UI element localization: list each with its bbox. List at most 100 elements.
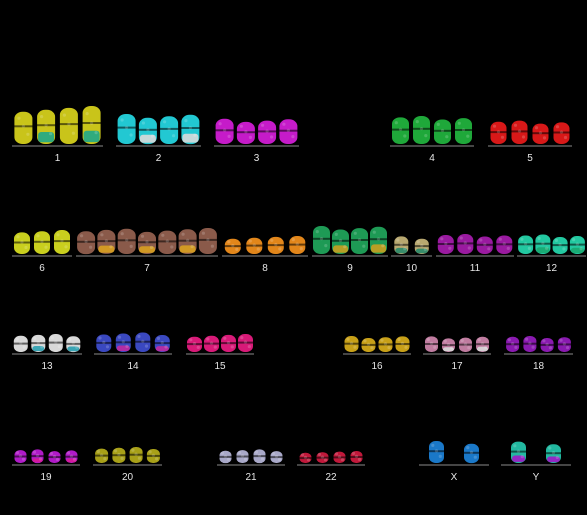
chromosome-texture (64, 245, 68, 249)
chromosome-texture (254, 450, 259, 454)
chromosome-texture (235, 247, 239, 251)
chromosome-texture (380, 338, 384, 342)
chromosome-texture (524, 242, 528, 246)
chromosome-texture (300, 453, 305, 457)
chromosome-band (139, 246, 155, 253)
chromosome-texture (492, 124, 497, 128)
chromosome-texture (218, 122, 222, 126)
chromosome-group-8: 8 (222, 236, 308, 274)
chromosome (14, 111, 33, 144)
centromere-mark (377, 343, 394, 346)
chromosome-texture (531, 345, 535, 349)
chromosome-texture (498, 237, 502, 241)
chromosome-texture (223, 454, 228, 458)
centromere-mark (456, 242, 475, 245)
chromosome-texture (161, 233, 165, 237)
chromosome-texture (100, 453, 104, 457)
chromosome-texture (507, 338, 511, 342)
centromere-mark (510, 450, 527, 453)
chromosome-texture (346, 337, 350, 341)
chromosome-texture (117, 335, 122, 339)
chromosome-texture (226, 341, 231, 345)
chromosome-texture (429, 341, 434, 345)
centromere-mark (13, 125, 34, 128)
centromere-mark (180, 127, 201, 129)
centromere-mark (441, 344, 456, 347)
chromosome-label: Y (533, 472, 540, 483)
chromosome-texture (562, 342, 567, 346)
chromosome-texture (145, 240, 149, 244)
chromosome-texture (192, 342, 197, 346)
chromosome-texture (370, 346, 374, 350)
chromosome-texture (349, 341, 354, 345)
chromosome-texture (239, 124, 243, 128)
centromere-mark (76, 240, 97, 243)
chromosome-texture (514, 345, 518, 349)
centromere-mark (266, 244, 285, 247)
chromosome-texture (278, 247, 282, 251)
centromere-mark (343, 342, 360, 345)
chromosome-texture (44, 123, 48, 127)
chromosome-texture (516, 449, 521, 453)
chromosome-texture (559, 338, 563, 342)
chromosome-texture (196, 345, 200, 349)
chromosome-texture (257, 453, 262, 458)
chromosome-texture (545, 342, 549, 346)
centromere-mark (13, 455, 28, 458)
chromosome-texture (172, 134, 176, 138)
chromosome (117, 114, 136, 144)
chromosome-texture (40, 115, 44, 119)
chromosome-texture (362, 244, 366, 248)
chromosome-texture (461, 128, 466, 132)
chromosome-band (66, 458, 77, 463)
chromosome-texture (542, 136, 547, 140)
chromosome-texture (17, 116, 21, 120)
centromere-mark (157, 240, 178, 243)
chromosome-texture (94, 131, 98, 135)
chromosome-texture (415, 120, 419, 124)
chromosome-texture (483, 242, 487, 246)
centromere-mark (545, 452, 562, 455)
chromosome-texture (477, 338, 481, 342)
centromere-mark (137, 128, 158, 131)
chromosome-band (443, 347, 454, 352)
chromosome-texture (55, 457, 60, 461)
chromosome-texture (555, 125, 560, 129)
centromere-mark (116, 239, 137, 242)
chromosome-texture (282, 122, 286, 126)
chromosome-texture (35, 453, 40, 458)
chromosome-texture (534, 126, 539, 130)
chromosome-texture (71, 131, 75, 135)
chromosome-texture (438, 454, 442, 458)
chromosome-texture (487, 247, 491, 251)
chromosome-group-22: 22 (297, 451, 365, 483)
chromosome-group-19: 19 (12, 449, 80, 483)
chromosome (160, 116, 179, 144)
chromosome-band (182, 133, 199, 143)
centromere-mark (30, 342, 47, 345)
chromosome (413, 116, 430, 144)
chromosome-texture (520, 455, 524, 459)
chromosome-texture (125, 344, 129, 348)
chromosome-texture (223, 128, 227, 132)
chromosome-band (547, 456, 560, 463)
chromosome-texture (434, 449, 439, 453)
chromosome-texture (416, 240, 420, 244)
chromosome-texture (274, 454, 279, 459)
chromosome-band (395, 247, 408, 254)
chromosome-texture (240, 336, 244, 340)
chromosome-texture (334, 452, 339, 456)
chromosome-texture (227, 240, 231, 244)
chromosome-texture (397, 337, 401, 342)
chromosome-texture (20, 240, 24, 244)
chromosome-texture (548, 346, 553, 350)
chromosome-texture (444, 242, 448, 246)
centromere-mark (288, 243, 307, 246)
chromosome-texture (90, 121, 94, 125)
chromosome-texture (84, 239, 88, 244)
chromosome-texture (40, 239, 44, 244)
chromosome-texture (403, 134, 407, 138)
centromere-mark (393, 243, 410, 246)
chromosome-group-4: 4 (390, 116, 474, 164)
